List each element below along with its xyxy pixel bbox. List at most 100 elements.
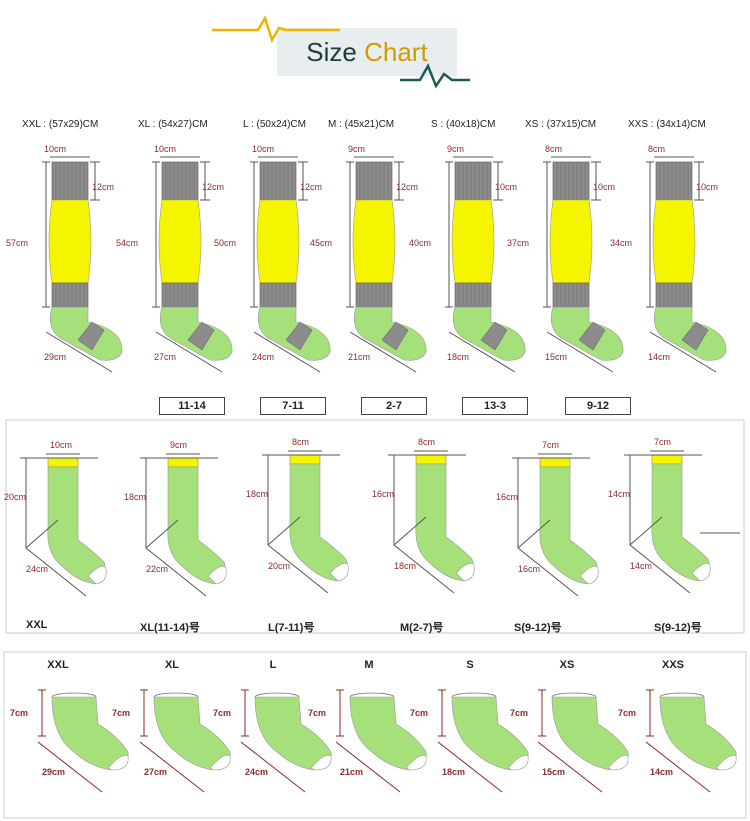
title-part-size: Size <box>306 37 365 67</box>
height-dim: 57cm <box>6 238 29 248</box>
foot-length-line <box>37 741 103 793</box>
sock-ankle-band <box>552 282 590 308</box>
foot-length-dim: 15cm <box>545 352 568 362</box>
knee-size-label: XXS : (34x14)CM <box>628 119 706 130</box>
cuff-width-dim: 10cm <box>154 144 177 154</box>
sock-toe-band <box>77 321 105 351</box>
foot-length-dim: 18cm <box>447 352 470 362</box>
foot-length-dim: 16cm <box>518 564 541 574</box>
age-range-box: 9-12 <box>565 397 631 415</box>
cuff-height-dim: 10cm <box>593 182 616 192</box>
foot-length-line <box>437 741 503 793</box>
foot-length-line <box>546 331 614 373</box>
knee-sock-3 <box>346 156 427 373</box>
cuff-width-dim: 8cm <box>648 144 666 154</box>
sock-toe <box>691 562 711 582</box>
knee-size-label: XS : (37x15)CM <box>525 119 597 130</box>
sock-toe <box>310 754 332 771</box>
knee-sock-5 <box>543 156 624 373</box>
cuff-height-dim: 12cm <box>92 182 115 192</box>
diagonal-guide <box>517 519 551 549</box>
foot-length-line <box>139 741 205 793</box>
crew-sock-4 <box>512 453 599 597</box>
cuff-width-dim: 8cm <box>545 144 563 154</box>
age-range-box: 2-7 <box>361 397 427 415</box>
foot-length-dim: 24cm <box>26 564 49 574</box>
sock-toe-band <box>381 321 409 351</box>
cuff-height-dim: 12cm <box>300 182 323 192</box>
knee-size-label: M : (45x21)CM <box>328 119 395 130</box>
ankle-size-label: XL <box>164 659 180 671</box>
ankle-size-label: L <box>269 659 277 671</box>
sock-toe-band <box>285 321 313 351</box>
sock-toe <box>405 754 427 771</box>
sock-cuff <box>355 161 393 201</box>
ankle-sock-2 <box>240 689 332 793</box>
cuff-height-dim: 12cm <box>202 182 225 192</box>
diagonal-guide <box>629 516 663 546</box>
crew-sock-1 <box>140 453 227 597</box>
crew-section-frame <box>5 419 745 634</box>
foot-length-line <box>537 741 603 793</box>
crew-sock-5 <box>624 450 711 594</box>
foot-length-dim: 14cm <box>650 767 674 777</box>
diagonal-guide <box>393 516 427 546</box>
ankle-sock-0 <box>37 689 129 793</box>
ankle-sock-5 <box>537 689 629 793</box>
cuff-width-dim: 10cm <box>50 440 73 450</box>
foot-length-dim: 15cm <box>542 767 566 777</box>
height-dim: 54cm <box>116 238 139 248</box>
knee-sock-diagrams <box>42 156 727 373</box>
knee-sock-0 <box>42 156 123 373</box>
height-dim: 14cm <box>608 489 631 499</box>
crew-size-label: XL(11-14)号 <box>140 622 200 634</box>
height-dim: 18cm <box>246 489 269 499</box>
knee-sock-1 <box>152 156 233 373</box>
ankle-size-label: XS <box>559 659 575 671</box>
knee-size-label: S : (40x18)CM <box>431 119 496 130</box>
knee-size-label: XXL : (57x29)CM <box>22 119 99 130</box>
ankle-sock-4 <box>437 689 529 793</box>
cuff-width-dim: 9cm <box>348 144 366 154</box>
sock-toe-band <box>480 321 508 351</box>
foot-length-line <box>145 547 207 597</box>
cuff-width-dim: 7cm <box>654 437 672 447</box>
foot-length-line <box>253 331 321 373</box>
sock-ankle-band <box>161 282 199 308</box>
ankle-size-label: XXS <box>661 659 684 671</box>
sock-toe-band <box>681 321 709 351</box>
age-range-box: 7-11 <box>260 397 326 415</box>
height-dim: 7cm <box>510 708 529 718</box>
sock-toe <box>209 754 231 771</box>
foot-length-dim: 29cm <box>42 767 66 777</box>
foot-length-line <box>267 544 329 594</box>
foot-length-dim: 21cm <box>340 767 364 777</box>
sock-ankle-band <box>355 282 393 308</box>
sock-toe <box>607 754 629 771</box>
sock-toe <box>87 565 107 585</box>
foot-length-dim: 24cm <box>252 352 275 362</box>
cuff-width-dim: 8cm <box>418 437 436 447</box>
sock-toe-band <box>187 321 215 351</box>
sock-ankle-band <box>655 282 693 308</box>
crew-size-label: L(7-11)号 <box>268 622 315 634</box>
ankle-sock-1 <box>139 689 231 793</box>
foot-length-dim: 24cm <box>245 767 269 777</box>
ankle-size-label: XXL <box>47 659 69 671</box>
sock-toe <box>455 562 475 582</box>
header-decoration <box>212 14 470 89</box>
foot-length-dim: 22cm <box>146 564 169 574</box>
foot-length-line <box>649 331 717 373</box>
sock-toe <box>579 565 599 585</box>
foot-length-line <box>629 544 691 594</box>
diagonal-guide <box>267 516 301 546</box>
foot-length-dim: 21cm <box>348 352 371 362</box>
sock-toe <box>507 754 529 771</box>
age-range-box: 11-14 <box>159 397 225 415</box>
diagonal-guide <box>25 519 59 549</box>
diagonal-guide <box>145 519 179 549</box>
crew-size-label: S(9-12)号 <box>654 622 702 634</box>
title-part-chart: Chart <box>364 37 428 67</box>
crew-sock-2 <box>262 450 349 594</box>
foot-length-line <box>349 331 417 373</box>
